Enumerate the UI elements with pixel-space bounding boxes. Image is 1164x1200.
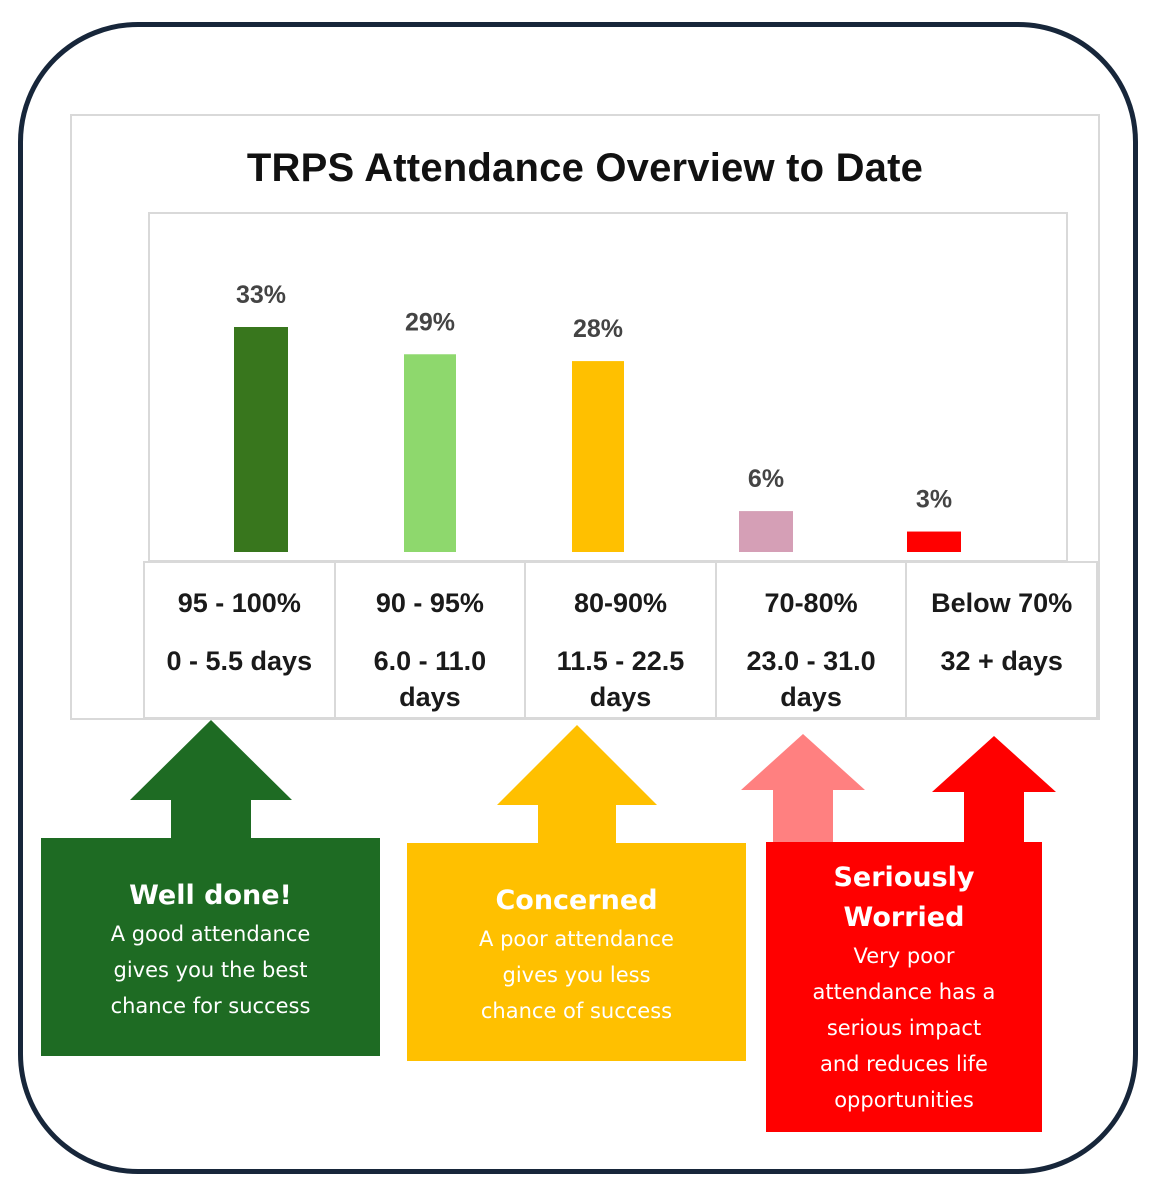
- arrow-shape: [497, 725, 657, 850]
- up-arrow-icon: [130, 720, 292, 845]
- up-arrow-icon: [741, 734, 865, 846]
- category-cell: 70-80% 23.0 - 31.0 days: [714, 561, 908, 719]
- day-range-label: 0 - 5.5 days: [166, 646, 313, 676]
- up-arrow-icon: [932, 736, 1056, 846]
- category-label: 80-90%: [573, 588, 668, 618]
- message-body-line: and reduces life: [820, 1052, 988, 1076]
- message-body-line: gives you the best: [113, 958, 308, 982]
- arrow-shape: [741, 734, 865, 846]
- message-body-line: opportunities: [834, 1088, 974, 1112]
- category-cell: 90 - 95% 6.0 - 11.0 days: [333, 561, 527, 719]
- category-label: Below 70%: [931, 588, 1073, 618]
- message-heading: Concerned: [495, 885, 658, 916]
- message-body-line: Very poor: [853, 944, 955, 968]
- category-label: 90 - 95%: [375, 588, 484, 618]
- message-heading: Well done!: [129, 880, 292, 911]
- message-seriously-worried: Seriously Worried Very poor attendance h…: [766, 842, 1042, 1132]
- plot-area: 33% 29% 28% 6% 3%: [148, 212, 1068, 562]
- message-body-line: attendance has a: [812, 980, 996, 1004]
- message-body-line: serious impact: [826, 1016, 982, 1040]
- day-range-label: 11.5 - 22.5 days: [556, 646, 685, 712]
- message-body-line: gives you less: [502, 963, 651, 987]
- bar: [404, 354, 456, 552]
- message-body-line: chance of success: [480, 999, 673, 1023]
- data-label: 3%: [916, 486, 952, 514]
- data-label: 28%: [573, 315, 623, 343]
- message-heading: Seriously Worried: [833, 862, 975, 933]
- bar: [739, 511, 793, 552]
- category-cell: 95 - 100% 0 - 5.5 days: [143, 561, 336, 719]
- bar-chart-svg: 33% 29% 28% 6% 3%: [234, 281, 961, 552]
- message-concerned: Concerned A poor attendance gives you le…: [407, 843, 746, 1061]
- bar: [572, 361, 624, 552]
- chart-title: TRPS Attendance Overview to Date: [246, 146, 924, 190]
- category-label: 70-80%: [764, 588, 858, 618]
- data-label: 6%: [748, 465, 784, 493]
- data-label: 33%: [236, 281, 286, 309]
- bar: [907, 531, 961, 552]
- message-body-line: A good attendance: [110, 922, 311, 946]
- bar: [234, 327, 288, 552]
- message-body-line: A poor attendance: [479, 927, 674, 951]
- category-cell: Below 70% 32 + days: [905, 561, 1098, 719]
- message-body-line: chance for success: [110, 994, 311, 1018]
- data-label: 29%: [405, 308, 455, 336]
- up-arrow-icon: [497, 725, 657, 850]
- day-range-label: 23.0 - 31.0 days: [746, 646, 876, 712]
- arrow-shape: [130, 720, 292, 845]
- message-well-done: Well done! A good attendance gives you t…: [41, 838, 380, 1056]
- arrow-shape: [932, 736, 1056, 846]
- category-table: 95 - 100% 0 - 5.5 days 90 - 95% 6.0 - 11…: [143, 561, 1098, 719]
- category-cell: 80-90% 11.5 - 22.5 days: [524, 561, 717, 719]
- day-range-label: 6.0 - 11.0 days: [373, 646, 487, 712]
- category-label: 95 - 100%: [177, 588, 301, 618]
- rounded-frame: [18, 22, 1138, 1174]
- day-range-label: 32 + days: [940, 646, 1063, 676]
